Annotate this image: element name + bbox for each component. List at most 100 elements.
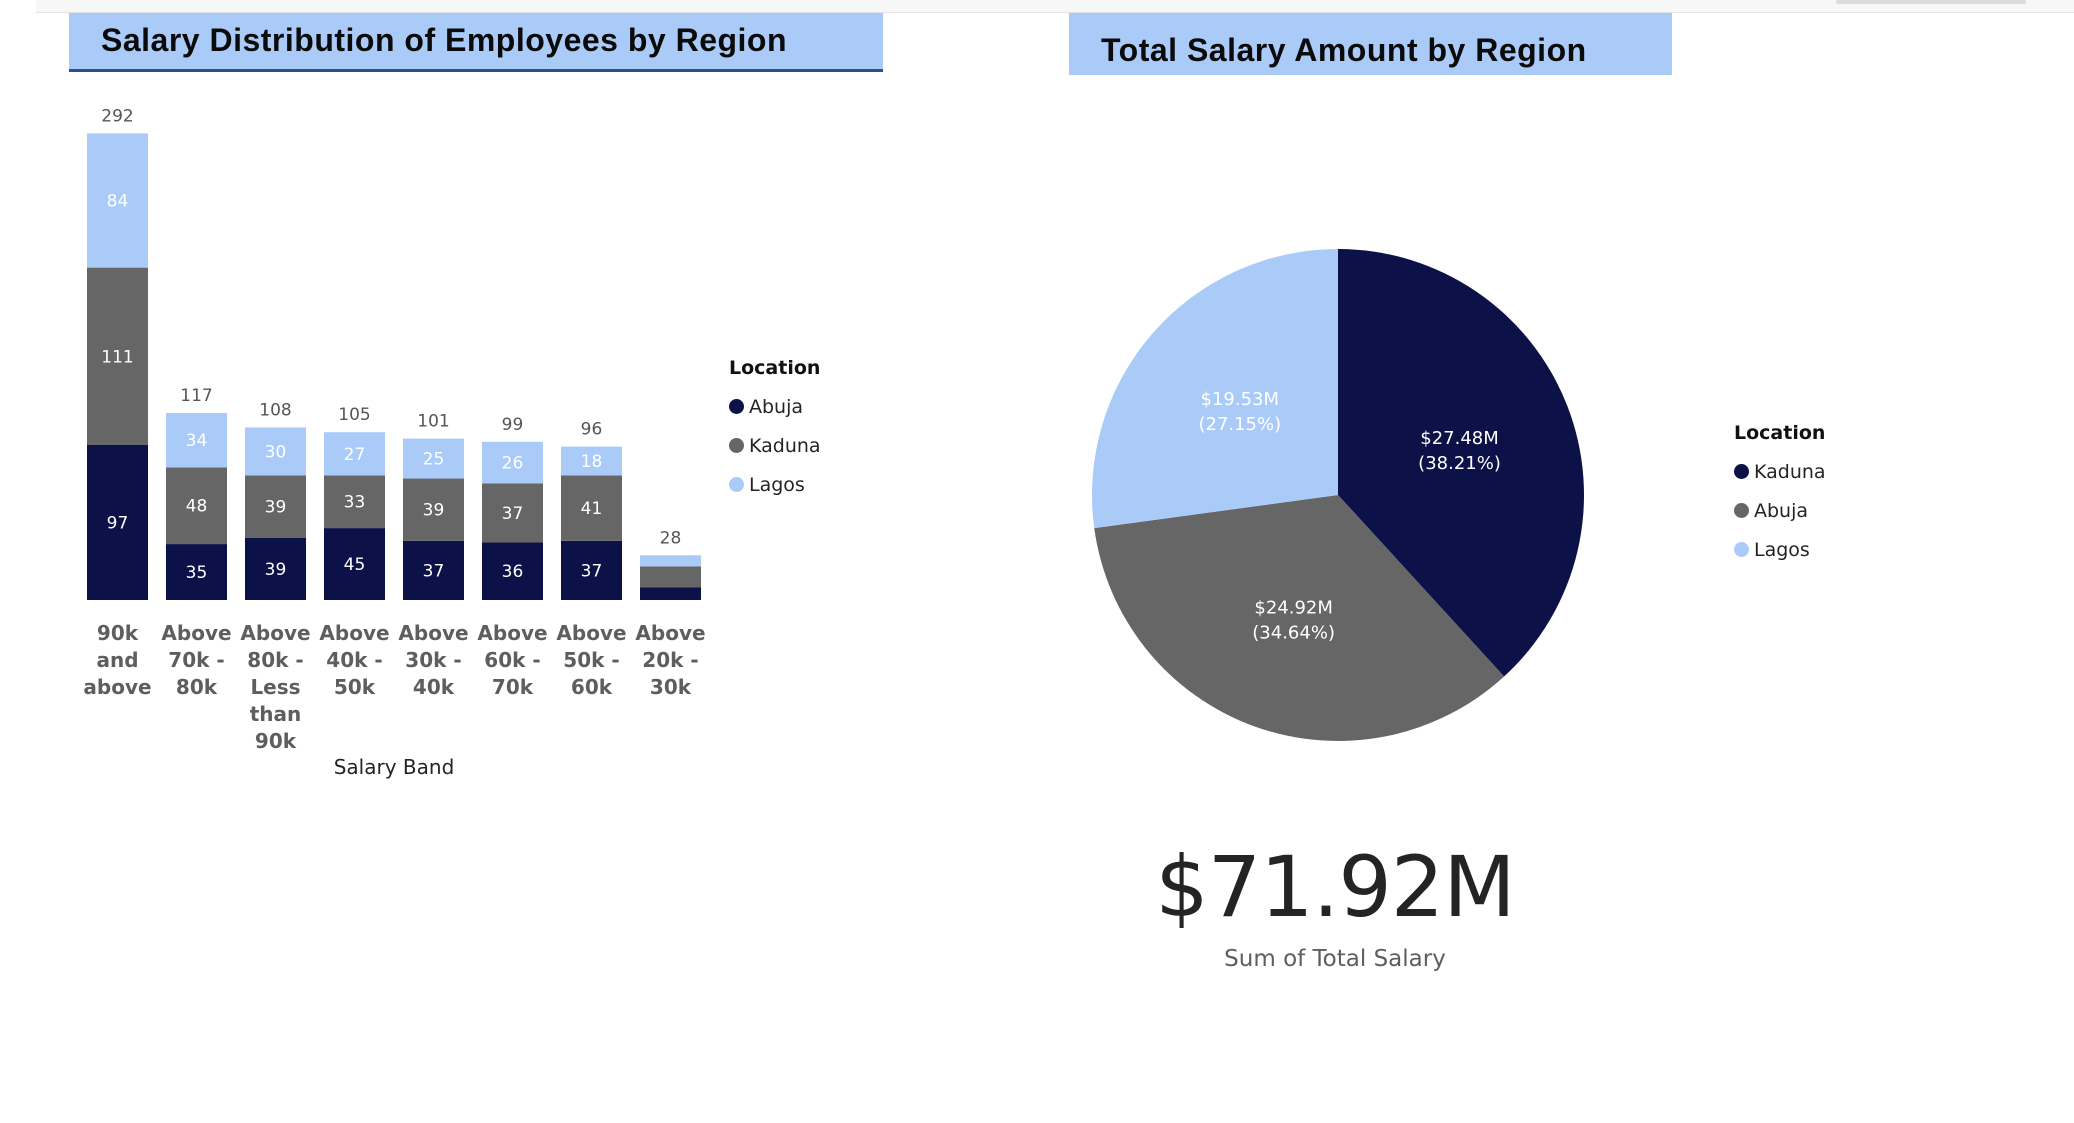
pie-slice[interactable] <box>1092 249 1338 529</box>
pie-slice-value-label: $19.53M <box>1201 389 1280 410</box>
bar-segment-label: 37 <box>502 504 524 524</box>
bar-segment-label: 34 <box>186 431 208 451</box>
legend-item-lagos[interactable]: Lagos <box>1734 530 1826 569</box>
bar-segment[interactable] <box>482 441 543 484</box>
bar-segment-label: 41 <box>581 499 603 519</box>
bar-segment[interactable] <box>561 475 622 541</box>
legend-dot-icon <box>729 399 744 414</box>
x-tick-label: Above <box>240 621 310 645</box>
bar-segment-label: 111 <box>101 347 133 367</box>
legend-label: Abuja <box>1754 499 1809 522</box>
bar-segment-label: 97 <box>107 513 129 533</box>
bar-segment-label: 36 <box>502 562 524 582</box>
bar-segment[interactable] <box>166 544 227 600</box>
bar-segment[interactable] <box>166 413 227 468</box>
bar-segment[interactable] <box>324 528 385 600</box>
bar-segment[interactable] <box>403 438 464 479</box>
x-tick-label: 60k - <box>484 648 540 672</box>
x-tick-label: 40k - <box>326 648 382 672</box>
bar-segment-label: 35 <box>186 563 208 583</box>
x-tick-label: 70k - <box>168 648 224 672</box>
x-tick-label: Less <box>250 675 300 699</box>
bar-segment[interactable] <box>640 566 701 588</box>
pie-chart-title: Total Salary Amount by Region <box>1069 13 1672 75</box>
bar-total-label: 99 <box>502 415 524 435</box>
bar-segment-label: 39 <box>265 560 287 580</box>
pie-slice-value-label: $27.48M <box>1420 428 1499 449</box>
bar-segment[interactable] <box>87 267 148 445</box>
bar-total-label: 292 <box>101 106 133 126</box>
bar-segment[interactable] <box>245 537 306 600</box>
pie-slice-percent-label: (38.21%) <box>1418 453 1501 474</box>
bar-segment[interactable] <box>482 542 543 600</box>
bar-segment[interactable] <box>561 446 622 476</box>
x-tick-label: Above <box>477 621 547 645</box>
bar-total-label: 105 <box>338 405 370 425</box>
bar-segment-label: 26 <box>502 454 524 474</box>
bar-segment-label: 37 <box>581 561 603 581</box>
pie-slice-percent-label: (27.15%) <box>1198 414 1281 435</box>
x-tick-label: Above <box>319 621 389 645</box>
x-tick-label: 20k - <box>642 648 698 672</box>
x-tick-label: 80k <box>176 675 218 699</box>
x-tick-label: Above <box>635 621 705 645</box>
x-tick-label: 90k <box>97 621 139 645</box>
x-tick-label: 30k <box>650 675 692 699</box>
legend-label: Abuja <box>749 395 804 418</box>
legend-dot-icon <box>1734 464 1749 479</box>
legend-label: Kaduna <box>749 434 821 457</box>
bar-segment[interactable] <box>640 555 701 567</box>
legend-item-abuja[interactable]: Abuja <box>729 387 821 426</box>
legend-title: Location <box>1734 422 1826 444</box>
x-tick-label: and <box>96 648 138 672</box>
bar-segment[interactable] <box>640 587 701 600</box>
bar-segment[interactable] <box>403 540 464 600</box>
bar-segment[interactable] <box>166 467 227 545</box>
bar-segment-label: 84 <box>107 192 129 212</box>
bar-chart-legend: Location Abuja Kaduna Lagos <box>729 357 821 504</box>
x-tick-label: 50k <box>334 675 376 699</box>
bar-segment[interactable] <box>324 432 385 476</box>
top-bar-tab[interactable] <box>1836 0 2026 4</box>
x-tick-label: Above <box>556 621 626 645</box>
bar-segment[interactable] <box>87 444 148 600</box>
bar-segment-label: 18 <box>581 452 603 472</box>
bar-segment[interactable] <box>482 483 543 543</box>
legend-label: Lagos <box>749 473 805 496</box>
pie-slice-percent-label: (34.64%) <box>1252 623 1335 644</box>
legend-item-abuja[interactable]: Abuja <box>1734 491 1826 530</box>
legend-item-kaduna[interactable]: Kaduna <box>1734 452 1826 491</box>
x-tick-label: 90k <box>255 729 297 753</box>
bar-total-label: 117 <box>180 386 212 406</box>
bar-segment-label: 48 <box>186 497 208 517</box>
bar-segment[interactable] <box>245 475 306 538</box>
pie-chart-legend: Location Kaduna Abuja Lagos <box>1734 422 1826 569</box>
legend-dot-icon <box>1734 503 1749 518</box>
bar-segment-label: 37 <box>423 561 445 581</box>
bar-segment[interactable] <box>561 540 622 600</box>
bar-total-label: 101 <box>417 412 449 432</box>
legend-dot-icon <box>729 438 744 453</box>
pie-slice-value-label: $24.92M <box>1254 598 1333 619</box>
bar-segment[interactable] <box>324 475 385 529</box>
x-tick-label: 70k <box>492 675 534 699</box>
x-tick-label: than <box>250 702 302 726</box>
x-axis-title: Salary Band <box>334 755 455 779</box>
bar-segment-label: 33 <box>344 493 366 513</box>
kpi-label: Sum of Total Salary <box>1224 946 1446 972</box>
pie-slice[interactable] <box>1094 495 1505 741</box>
pie-slice[interactable] <box>1338 249 1584 677</box>
bar-segment[interactable] <box>403 478 464 541</box>
legend-dot-icon <box>1734 542 1749 557</box>
x-tick-label: above <box>83 675 151 699</box>
legend-item-lagos[interactable]: Lagos <box>729 465 821 504</box>
bar-segment-label: 27 <box>344 445 366 465</box>
bar-segment[interactable] <box>245 427 306 476</box>
legend-item-kaduna[interactable]: Kaduna <box>729 426 821 465</box>
legend-title: Location <box>729 357 821 379</box>
x-tick-label: Above <box>398 621 468 645</box>
bar-segment-label: 39 <box>423 501 445 521</box>
bar-segment[interactable] <box>87 133 148 268</box>
legend-label: Lagos <box>1754 538 1810 561</box>
